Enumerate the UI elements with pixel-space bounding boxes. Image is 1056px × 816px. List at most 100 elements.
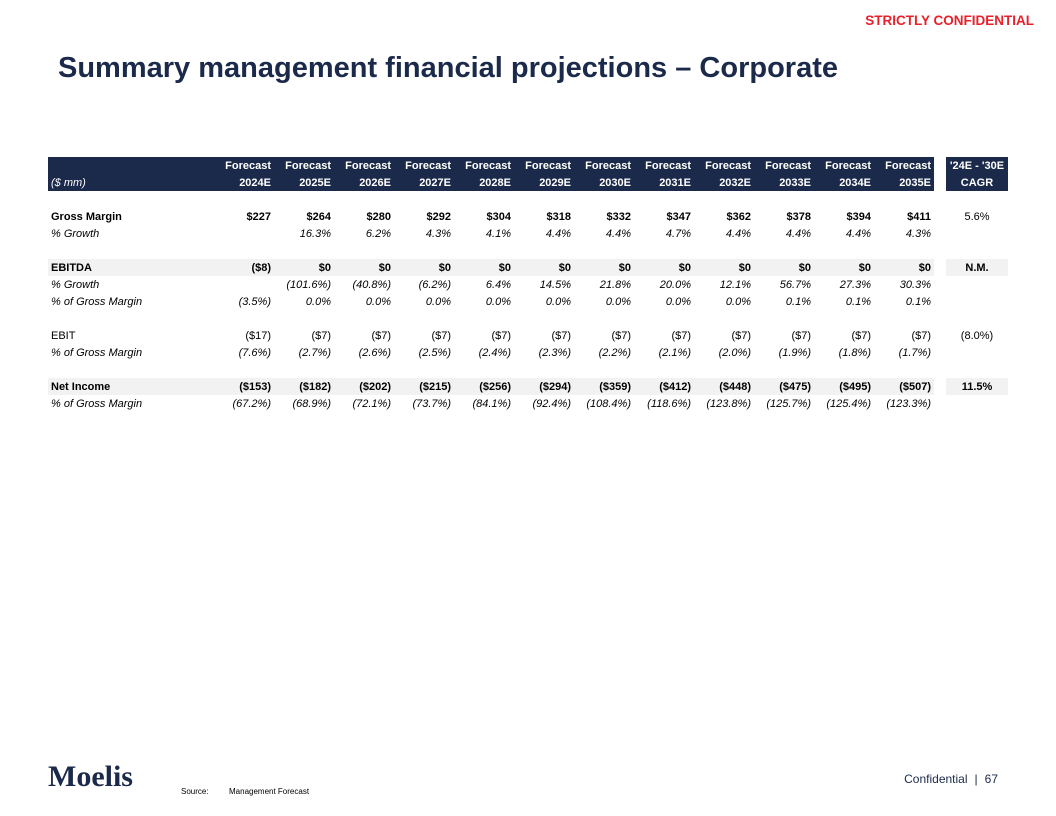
cagr-cell: [946, 225, 1008, 242]
cagr-cell: [946, 395, 1008, 412]
value-cell: (92.4%): [532, 397, 571, 410]
row-gross-margin: Gross Margin $227 $264 $280 $292 $304 $3…: [48, 208, 1008, 225]
gap-cell: [934, 344, 946, 361]
value-cell: $0: [814, 259, 874, 276]
value-cell: (2.0%): [718, 346, 751, 359]
header-row-forecast: Forecast Forecast Forecast Forecast Fore…: [48, 157, 1008, 174]
value-cell: 0.0%: [665, 295, 691, 308]
cagr-cell: 11.5%: [946, 378, 1008, 395]
unit-label: ($ mm): [48, 174, 214, 191]
year-header: 2028E: [454, 174, 514, 191]
spacer-row: [48, 361, 1008, 378]
year-header: 2031E: [634, 174, 694, 191]
value-cell: $394: [846, 210, 871, 223]
spacer-row: [48, 242, 1008, 259]
value-cell: (1.7%): [898, 346, 931, 359]
value-cell: 21.8%: [599, 278, 631, 291]
gap-cell: [934, 395, 946, 412]
value-cell: ($8): [214, 259, 274, 276]
forecast-label: Forecast: [394, 157, 454, 174]
year-header: 2030E: [574, 174, 634, 191]
row-label: EBITDA: [48, 259, 214, 276]
row-gm-growth: % Growth 16.3% 6.2% 4.3% 4.1% 4.4% 4.4% …: [48, 225, 1008, 242]
value-cell: 4.4%: [545, 227, 571, 240]
forecast-label: Forecast: [574, 157, 634, 174]
value-cell: 14.5%: [539, 278, 571, 291]
cagr-cell: (8.0%): [960, 329, 994, 342]
value-cell: (2.3%): [538, 346, 571, 359]
value-cell: 0.1%: [785, 295, 811, 308]
footer-page-info: Confidential | 67: [904, 772, 998, 786]
strictly-confidential-label: STRICTLY CONFIDENTIAL: [865, 13, 1034, 28]
value-cell: 0.0%: [485, 295, 511, 308]
value-cell: (2.1%): [658, 346, 691, 359]
row-label: EBIT: [51, 329, 76, 342]
value-cell: $332: [606, 210, 631, 223]
value-cell: $304: [486, 210, 511, 223]
value-cell: $264: [306, 210, 331, 223]
year-header: 2029E: [514, 174, 574, 191]
footer-confidential: Confidential: [904, 772, 968, 786]
value-cell: $362: [726, 210, 751, 223]
gap-cell: [934, 293, 946, 310]
value-cell: (68.9%): [292, 397, 331, 410]
value-cell: (2.5%): [418, 346, 451, 359]
value-cell: ($7): [851, 329, 871, 342]
value-cell: (118.6%): [647, 397, 691, 410]
value-cell: ($7): [911, 329, 931, 342]
value-cell: $0: [754, 259, 814, 276]
value-cell: 4.1%: [485, 227, 511, 240]
page-title: Summary management financial projections…: [58, 52, 838, 84]
row-label: % of Gross Margin: [51, 295, 143, 308]
cagr-cell: [946, 293, 1008, 310]
value-cell: 4.3%: [905, 227, 931, 240]
gap-cell: [934, 378, 946, 395]
value-cell: (6.2%): [418, 278, 451, 291]
value-cell: 4.4%: [725, 227, 751, 240]
value-cell: ($182): [274, 378, 334, 395]
footer-separator: |: [974, 772, 978, 786]
value-cell: ($215): [394, 378, 454, 395]
value-cell: (108.4%): [586, 397, 631, 410]
forecast-label: Forecast: [334, 157, 394, 174]
value-cell: (40.8%): [352, 278, 391, 291]
year-header: 2024E: [214, 174, 274, 191]
value-cell: $280: [366, 210, 391, 223]
value-cell: ($256): [454, 378, 514, 395]
moelis-logo: Moelis: [48, 760, 133, 793]
value-cell: ($7): [431, 329, 451, 342]
value-cell: $0: [634, 259, 694, 276]
value-cell: 4.4%: [845, 227, 871, 240]
value-cell: 0.0%: [305, 295, 331, 308]
row-ebit-margin: % of Gross Margin (7.6%) (2.7%) (2.6%) (…: [48, 344, 1008, 361]
value-cell: $0: [514, 259, 574, 276]
year-header: 2034E: [814, 174, 874, 191]
value-cell: $0: [874, 259, 934, 276]
value-cell: $0: [454, 259, 514, 276]
value-cell: $0: [694, 259, 754, 276]
source-value: Management Forecast: [229, 787, 310, 796]
forecast-label: Forecast: [274, 157, 334, 174]
header-row-years: ($ mm) 2024E 2025E 2026E 2027E 2028E 202…: [48, 174, 1008, 191]
forecast-label: Forecast: [874, 157, 934, 174]
value-cell: $0: [274, 259, 334, 276]
gap-cell: [934, 225, 946, 242]
value-cell: (72.1%): [352, 397, 391, 410]
row-label: % Growth: [51, 278, 100, 291]
forecast-label: Forecast: [634, 157, 694, 174]
value-cell: (125.7%): [766, 397, 811, 410]
value-cell: (2.4%): [478, 346, 511, 359]
forecast-label: Forecast: [694, 157, 754, 174]
year-header: 2025E: [274, 174, 334, 191]
value-cell: (73.7%): [412, 397, 451, 410]
row-ebitda: EBITDA ($8) $0 $0 $0 $0 $0 $0 $0 $0 $0 $…: [48, 259, 1008, 276]
value-cell: ($507): [874, 378, 934, 395]
value-cell: ($7): [731, 329, 751, 342]
value-cell: ($448): [694, 378, 754, 395]
cagr-cell: N.M.: [946, 259, 1008, 276]
value-cell: ($202): [334, 378, 394, 395]
value-cell: (2.7%): [298, 346, 331, 359]
value-cell: 0.0%: [425, 295, 451, 308]
row-label: % of Gross Margin: [51, 397, 143, 410]
value-cell: 20.0%: [659, 278, 691, 291]
